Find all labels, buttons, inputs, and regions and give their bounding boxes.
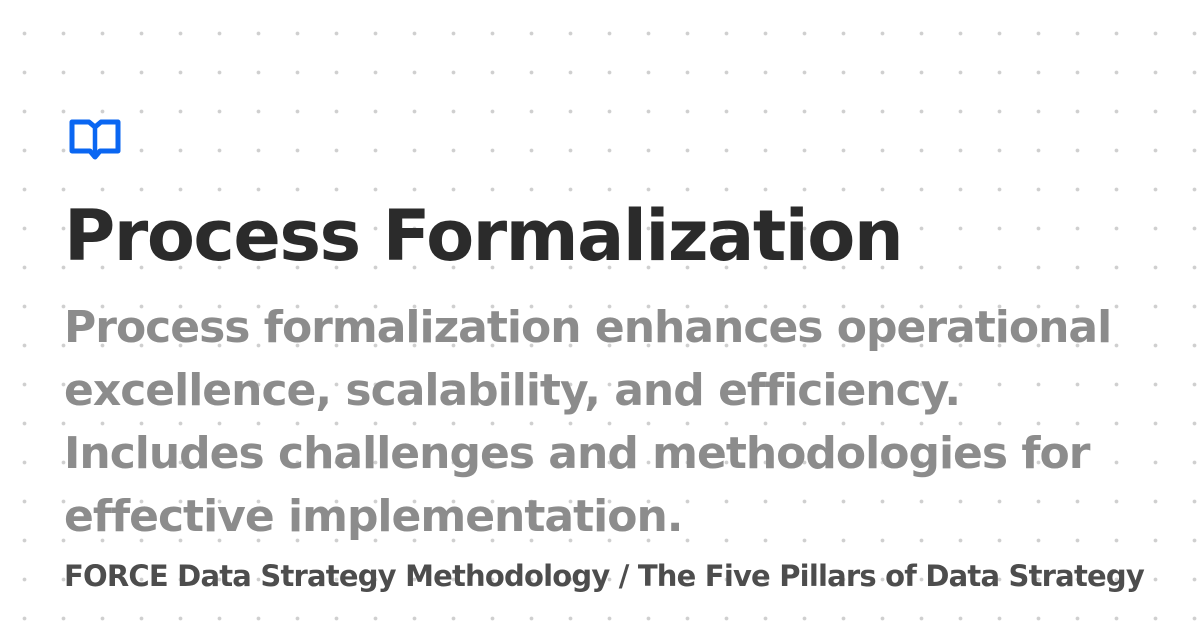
breadcrumb: FORCE Data Strategy Methodology / The Fi… bbox=[64, 559, 1145, 593]
page-title: Process Formalization bbox=[64, 195, 904, 277]
page-description: Process formalization enhances operation… bbox=[64, 302, 1112, 542]
open-book-icon bbox=[69, 119, 121, 160]
